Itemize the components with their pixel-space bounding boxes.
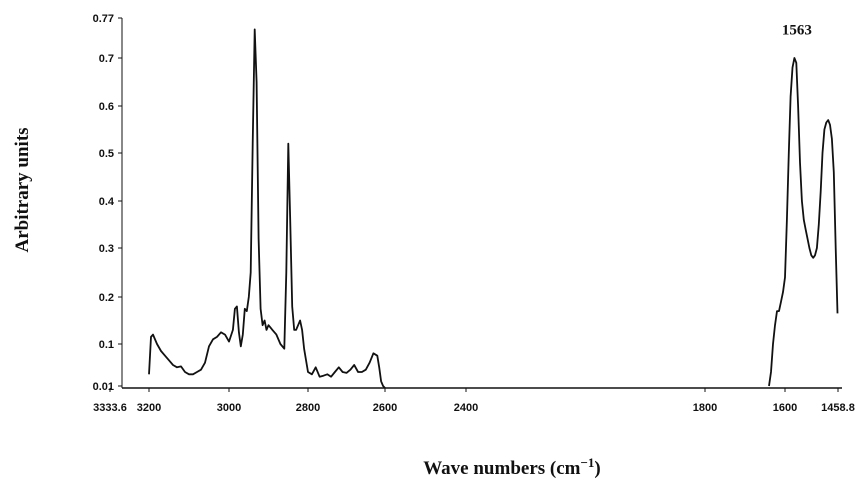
series-line-1563-region [768, 57, 839, 387]
x-tick-label: 1600 [773, 402, 797, 414]
y-tick-label: 0.2 [99, 292, 114, 304]
y-tick-label: 0.01 [93, 381, 114, 393]
y-tick-label: 0.3 [99, 243, 114, 255]
y-tick-label: 0.6 [99, 101, 114, 113]
y-tick-label: 0.7 [99, 53, 114, 65]
y-tick-label: 0.5 [99, 148, 114, 160]
y-tick-label: 0.4 [99, 196, 115, 208]
x-tick-label: 2800 [296, 402, 320, 414]
y-ticks: 0.01 0.1 0.2 0.3 0.4 0.5 0.6 0.7 0.77 [93, 13, 122, 393]
x-tick-label: 1800 [693, 402, 717, 414]
y-tick-label: 0.1 [99, 339, 114, 351]
y-tick-label: 0.77 [93, 13, 114, 25]
x-axis-title-main: Wave numbers (cm [423, 458, 580, 479]
x-ticks: 3333.6 3200 3000 2800 2600 2400 1800 1600 1458.8 [93, 388, 855, 414]
series-lines [148, 28, 839, 389]
x-tick-label: 1458.8 [821, 402, 855, 414]
x-tick-label: 3000 [217, 402, 241, 414]
x-tick-label: 3200 [137, 402, 161, 414]
series-line-ch-region [148, 28, 386, 389]
peak-annotation: 1563 [782, 22, 812, 38]
x-tick-label: 2400 [454, 402, 478, 414]
x-axis-title-sup: −1 [581, 455, 595, 470]
y-axis-title: Arbitrary units [12, 127, 33, 252]
x-axis-title: Wave numbers (cm−1) [423, 455, 601, 479]
x-tick-label: 2600 [373, 402, 397, 414]
x-axis-title-close: ) [594, 458, 600, 479]
plot-area: 0.01 0.1 0.2 0.3 0.4 0.5 0.6 0.7 0.77 3333.6 3200… [93, 13, 855, 414]
annotations: 1563 [782, 22, 812, 38]
x-tick-label: 3333.6 [93, 402, 127, 414]
